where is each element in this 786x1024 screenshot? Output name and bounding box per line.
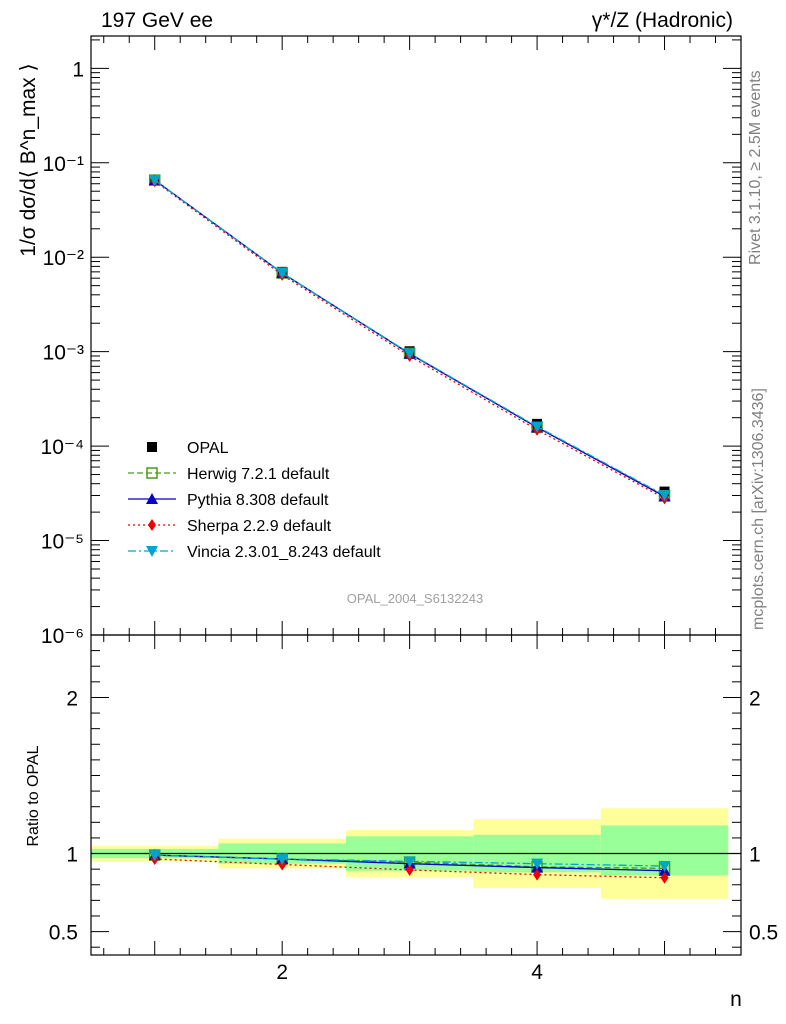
legend-entry: Vincia 2.3.01_8.243 default (187, 544, 381, 561)
series-line (154, 180, 665, 499)
y-tick-label: 1 (72, 58, 84, 81)
main-panel: 10⁻⁶ 10⁻⁵ 10⁻⁴ 10⁻³ 10⁻² 10⁻¹ 1 (41, 35, 742, 955)
legend-marker (146, 493, 158, 504)
legend-entry: Pythia 8.308 default (187, 492, 329, 509)
mc-point (658, 490, 671, 502)
legend-entry: Sherpa 2.2.9 default (187, 518, 332, 535)
y-tick-label: 10⁻⁵ (41, 531, 84, 554)
ratio-y-tick-label-right: 0.5 (749, 922, 778, 945)
mcplots-label: mcplots.cern.ch [arXiv:1306.3436] (750, 388, 767, 630)
y-tick-label: 10⁻¹ (43, 153, 84, 176)
ratio-series-line (154, 854, 665, 867)
rivet-label: Rivet 3.1.10, ≥ 2.5M events (747, 70, 764, 265)
legend: OPAL Herwig 7.2.1 default Pythia 8.308 def… (128, 440, 381, 561)
analysis-watermark: OPAL_2004_S6132243 (347, 591, 483, 606)
ratio-y-axis-label: Ratio to OPAL (25, 745, 42, 846)
ratio-point (405, 863, 414, 876)
ratio-y-tick-label-left: 2 (66, 687, 78, 710)
series-line (154, 179, 665, 496)
mc-point (148, 175, 161, 187)
series-line (154, 179, 665, 497)
legend-entry: Herwig 7.2.1 default (187, 466, 330, 483)
main-y-axis-label: 1/σ dσ/d⟨ B^n_max ⟩ (17, 63, 40, 256)
ratio-y-tick-label-right: 1 (749, 844, 761, 867)
ratio-panel: 2 4 0.5 0.5 1 1 2 2 (49, 36, 778, 984)
ratio-point (658, 861, 671, 873)
ratio-y-tick-label-left: 0.5 (49, 922, 78, 945)
legend-marker (146, 467, 158, 479)
ratio-point (403, 856, 416, 868)
plot-title-left: 197 GeV ee (101, 9, 213, 32)
mc-point (276, 268, 289, 280)
y-tick-label: 10⁻³ (43, 342, 84, 365)
ratio-frame (90, 634, 742, 956)
y-tick-label: 10⁻² (43, 247, 84, 270)
y-tick-label: 10⁻⁴ (41, 436, 84, 459)
legend-marker (148, 519, 156, 531)
plot-title-right: γ*/Z (Hadronic) (592, 9, 733, 32)
ratio-point (148, 850, 161, 862)
x-axis-label: n (730, 988, 742, 1011)
legend-entry: OPAL (187, 440, 229, 457)
legend-marker (147, 442, 157, 452)
ratio-y-tick-label-right: 2 (749, 687, 761, 710)
series-line (154, 179, 665, 498)
x-tick-label: 4 (531, 961, 543, 984)
ratio-point (533, 868, 542, 881)
y-tick-label: 10⁻⁶ (41, 625, 84, 648)
legend-marker (146, 546, 158, 557)
ratio-point (276, 854, 289, 865)
mc-point (403, 348, 416, 360)
x-tick-label: 2 (276, 961, 288, 984)
mc-point (531, 421, 544, 433)
ratio-y-tick-label-left: 1 (66, 844, 78, 867)
ratio-point (531, 858, 544, 870)
ratio-point (660, 871, 669, 884)
